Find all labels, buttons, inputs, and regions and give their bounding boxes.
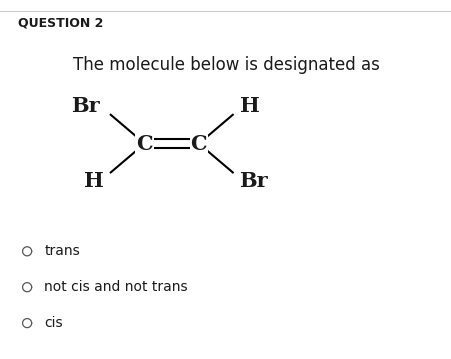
Text: H: H <box>239 96 259 116</box>
Text: Br: Br <box>71 96 99 116</box>
Text: QUESTION 2: QUESTION 2 <box>18 16 103 29</box>
Text: trans: trans <box>44 244 80 258</box>
Text: H: H <box>84 171 104 191</box>
Text: cis: cis <box>44 316 63 330</box>
Text: not cis and not trans: not cis and not trans <box>44 280 188 294</box>
Text: C: C <box>190 134 207 154</box>
Text: The molecule below is designated as: The molecule below is designated as <box>73 56 378 74</box>
Text: Br: Br <box>239 171 267 191</box>
Text: C: C <box>136 134 152 154</box>
